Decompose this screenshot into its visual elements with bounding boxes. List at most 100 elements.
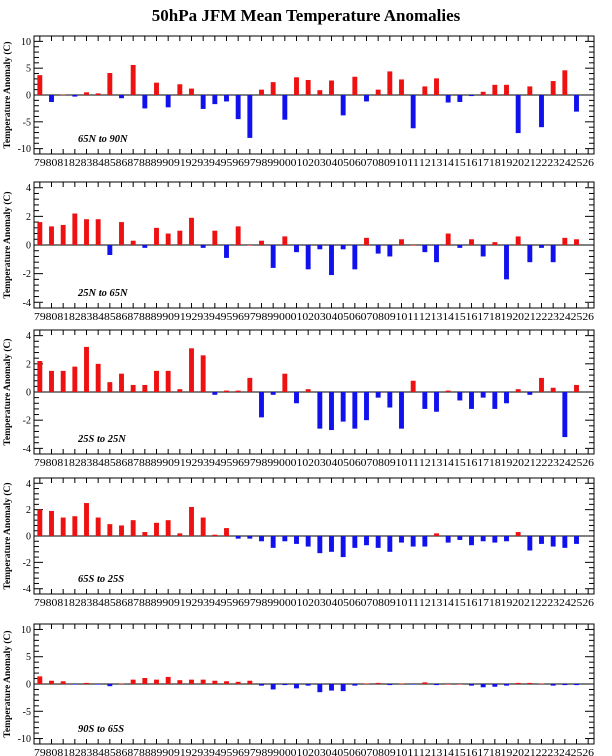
x-tick-label: 96 — [232, 748, 244, 756]
x-tick-label: 90 — [162, 458, 174, 469]
bar-90 — [165, 676, 171, 684]
x-tick-label: 00 — [279, 158, 291, 169]
bar-13 — [434, 392, 439, 412]
y-tick-label: -4 — [23, 584, 31, 595]
x-tick-label: 93 — [197, 748, 209, 756]
bar-19 — [504, 245, 509, 280]
x-tick-label: 07 — [361, 158, 373, 169]
bar-14 — [445, 536, 451, 543]
x-tick-label: 81 — [57, 158, 69, 169]
x-tick-label: 83 — [81, 312, 93, 323]
x-tick-label: 80 — [46, 312, 58, 323]
y-axis-label: Temperature Anomaly (C) — [2, 338, 13, 445]
bar-89 — [154, 370, 159, 392]
bar-07 — [364, 683, 369, 685]
x-tick-label: 22 — [536, 458, 548, 469]
x-tick-label: 04 — [326, 598, 338, 609]
x-tick-label: 83 — [81, 158, 93, 169]
x-tick-label: 20 — [512, 458, 524, 469]
x-tick-label: 84 — [92, 312, 104, 323]
x-tick-label: 22 — [536, 598, 548, 609]
x-tick-label: 87 — [127, 312, 139, 323]
x-tick-label: 86 — [116, 748, 128, 756]
x-tick-label: 90 — [162, 312, 174, 323]
bar-23 — [550, 81, 556, 95]
x-tick-label: 14 — [442, 748, 454, 756]
bar-04 — [329, 684, 334, 691]
x-tick-label: 25 — [571, 312, 583, 323]
bar-92 — [189, 217, 194, 245]
bar-24 — [562, 536, 568, 548]
bar-24 — [562, 684, 568, 686]
bar-97 — [247, 95, 253, 138]
bar-07 — [364, 536, 369, 546]
bar-08 — [375, 89, 381, 95]
x-tick-label: 07 — [361, 312, 373, 323]
y-tick-label: 5 — [26, 652, 31, 663]
x-tick-label: 79 — [34, 458, 46, 469]
x-tick-label: 17 — [477, 312, 489, 323]
bar-99 — [270, 392, 276, 395]
bar-25 — [574, 95, 579, 112]
x-tick-label: 04 — [326, 458, 338, 469]
x-tick-label: 08 — [372, 458, 384, 469]
bar-95 — [224, 95, 229, 102]
bar-20 — [515, 236, 521, 245]
bar-02 — [305, 245, 311, 270]
bar-09 — [387, 684, 393, 686]
bar-00 — [282, 95, 288, 120]
bar-91 — [177, 680, 183, 684]
bar-04 — [329, 392, 334, 431]
x-tick-label: 26 — [582, 158, 594, 169]
x-tick-label: 80 — [46, 458, 58, 469]
x-tick-label: 79 — [34, 748, 46, 756]
bar-94 — [212, 95, 218, 105]
x-tick-label: 86 — [116, 458, 128, 469]
x-tick-label: 86 — [116, 312, 128, 323]
x-tick-label: 98 — [256, 598, 268, 609]
bar-93 — [200, 245, 206, 248]
x-tick-label: 98 — [256, 458, 268, 469]
x-tick-label: 92 — [186, 748, 198, 756]
y-tick-label: 0 — [26, 532, 31, 543]
x-tick-label: 99 — [267, 312, 279, 323]
x-tick-label: 97 — [244, 312, 256, 323]
bar-22 — [539, 683, 544, 685]
bar-86 — [119, 373, 124, 392]
bar-00 — [282, 536, 288, 542]
y-axis-label: Temperature Anomaly (C) — [2, 482, 13, 589]
x-tick-label: 88 — [139, 158, 151, 169]
bar-07 — [364, 95, 369, 102]
x-tick-label: 84 — [92, 748, 104, 756]
bar-10 — [399, 392, 404, 429]
bar-96 — [235, 681, 241, 684]
y-tick-label: 0 — [26, 388, 31, 399]
x-tick-label: 84 — [92, 158, 104, 169]
x-tick-label: 06 — [349, 158, 361, 169]
bar-98 — [259, 89, 264, 95]
bar-95 — [224, 681, 229, 684]
bar-85 — [107, 245, 113, 256]
bar-16 — [469, 95, 474, 97]
bar-82 — [72, 684, 78, 685]
bar-14 — [445, 390, 451, 392]
x-tick-label: 79 — [34, 312, 46, 323]
x-tick-label: 25 — [571, 598, 583, 609]
x-tick-label: 21 — [524, 158, 536, 169]
x-tick-label: 94 — [209, 748, 221, 756]
x-tick-label: 94 — [209, 598, 221, 609]
x-tick-label: 15 — [454, 748, 466, 756]
x-tick-label: 03 — [314, 748, 326, 756]
bar-95 — [224, 528, 229, 536]
x-tick-label: 03 — [314, 158, 326, 169]
x-tick-label: 19 — [501, 458, 513, 469]
x-tick-label: 12 — [419, 312, 431, 323]
x-tick-label: 96 — [232, 158, 244, 169]
x-tick-label: 21 — [524, 598, 536, 609]
bar-24 — [562, 70, 568, 95]
x-tick-label: 09 — [384, 598, 396, 609]
x-tick-label: 17 — [477, 458, 489, 469]
y-axis-label: Temperature Anomaly (C) — [2, 191, 13, 298]
bar-81 — [60, 681, 66, 684]
